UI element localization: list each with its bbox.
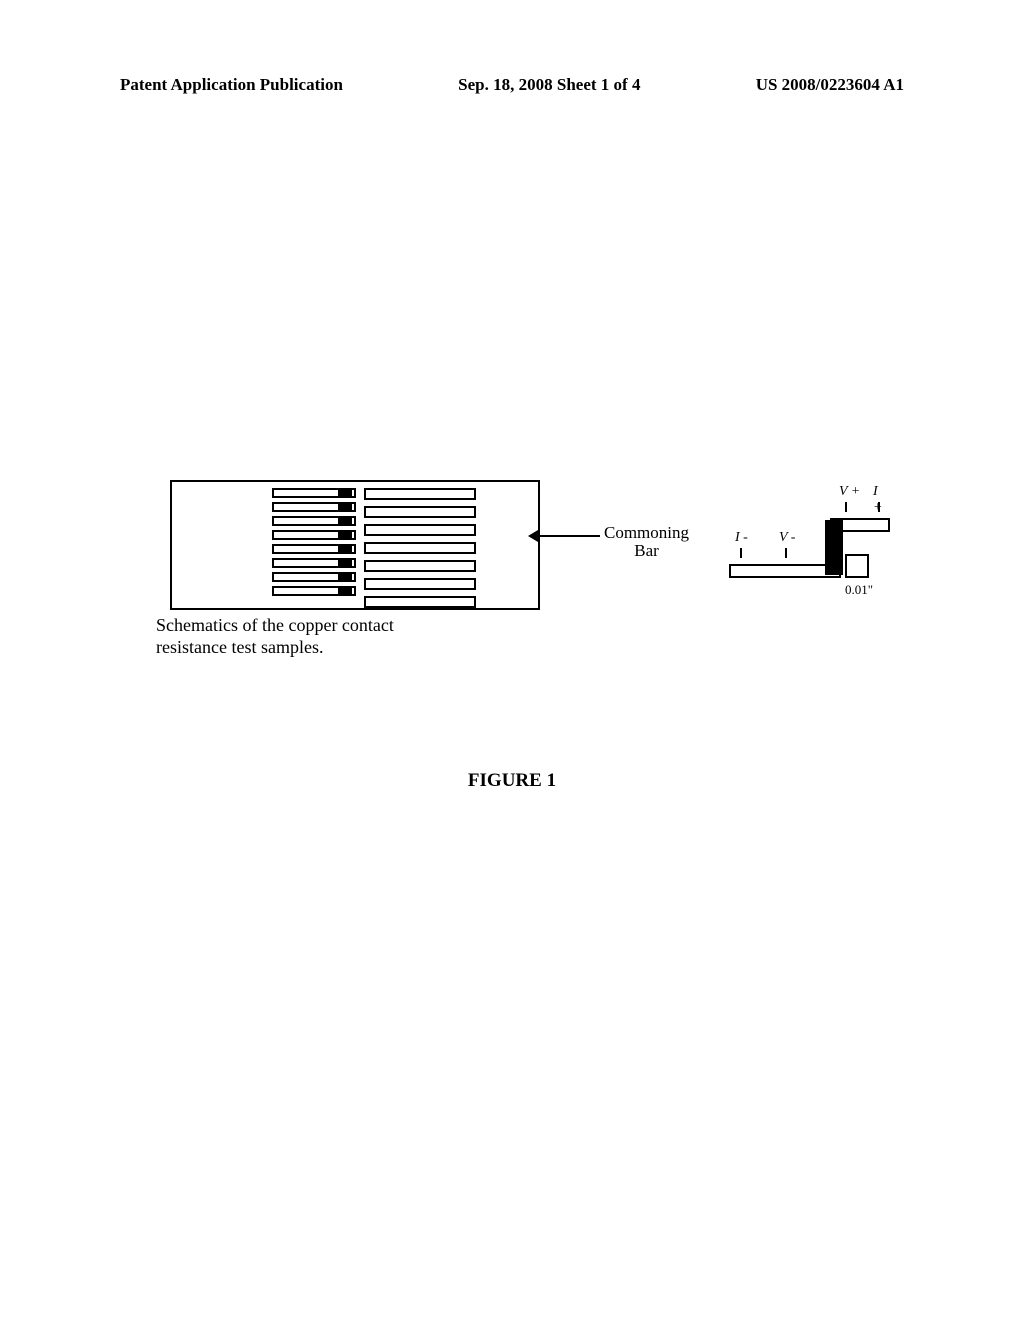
caption-line2: resistance test samples.	[156, 636, 394, 658]
dimension-label: 0.01"	[845, 582, 873, 598]
arrow-line	[535, 535, 600, 537]
contact-finger	[272, 488, 356, 498]
bottom-contact-bar	[729, 564, 841, 578]
tick-v-plus	[845, 502, 847, 512]
commoning-bar-label: Commoning Bar	[604, 524, 689, 560]
contact-finger	[272, 516, 356, 526]
tick-i-plus	[878, 502, 880, 512]
commoning-line2: Bar	[604, 542, 689, 560]
figure-number-label: FIGURE 1	[0, 770, 1024, 792]
figure-1: Commoning Bar I - V - V + I + 0.01" Sche…	[170, 480, 890, 630]
figure-caption: Schematics of the copper contact resista…	[156, 614, 394, 658]
header-left: Patent Application Publication	[120, 75, 343, 95]
contact-finger	[272, 530, 356, 540]
contact-finger	[364, 596, 476, 608]
contact-finger	[364, 542, 476, 554]
contact-finger	[272, 544, 356, 554]
finger-group-right	[364, 488, 476, 614]
page-header: Patent Application Publication Sep. 18, …	[0, 75, 1024, 95]
contact-finger	[364, 506, 476, 518]
label-v-plus: V +	[839, 484, 860, 500]
schematic-diagrams: Commoning Bar I - V - V + I + 0.01"	[170, 480, 890, 630]
caption-line1: Schematics of the copper contact	[156, 614, 394, 636]
finger-group-left	[272, 488, 356, 600]
contact-finger	[364, 578, 476, 590]
contact-finger	[272, 558, 356, 568]
contact-finger	[272, 572, 356, 582]
header-right: US 2008/0223604 A1	[756, 75, 904, 95]
tick-i-minus	[740, 548, 742, 558]
tick-v-minus	[785, 548, 787, 558]
header-center: Sep. 18, 2008 Sheet 1 of 4	[458, 75, 640, 95]
commoning-line1: Commoning	[604, 524, 689, 542]
label-i-plus: I +	[873, 484, 890, 516]
contact-finger	[364, 560, 476, 572]
contact-finger	[272, 586, 356, 596]
label-i-minus: I -	[735, 530, 748, 546]
contact-finger	[364, 488, 476, 500]
test-sample-board	[170, 480, 540, 610]
four-point-probe-detail: I - V - V + I + 0.01"	[705, 490, 890, 610]
contact-finger	[272, 502, 356, 512]
contact-finger	[364, 524, 476, 536]
label-v-minus: V -	[779, 530, 795, 546]
contact-pad	[845, 554, 869, 578]
